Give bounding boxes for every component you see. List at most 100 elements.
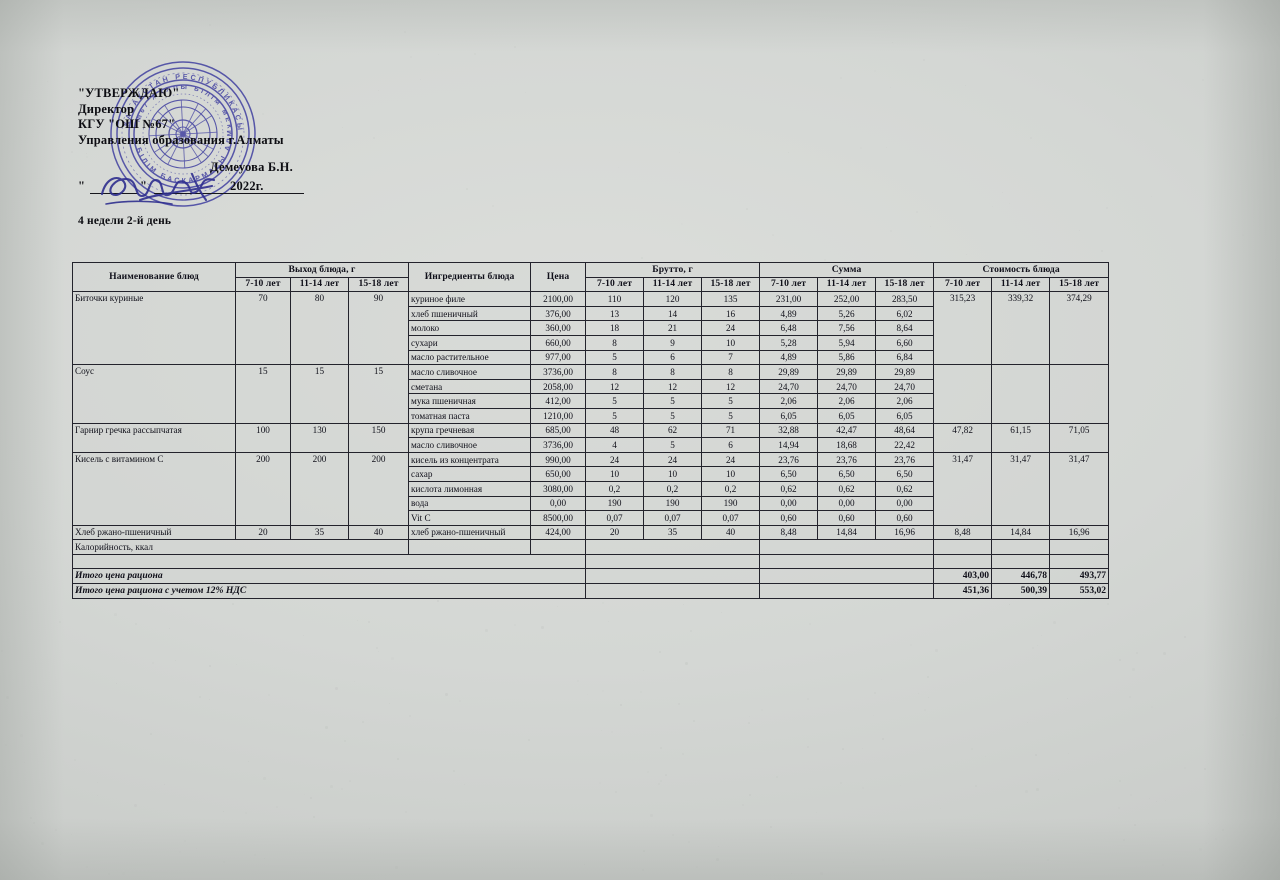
cell-gross-0: 8 [585, 334, 645, 351]
th-yield-age-2: 15-18 лет [347, 276, 410, 293]
cell-ingredient-name: вода [408, 495, 532, 512]
cell-cost-1: 339,32 [991, 291, 1051, 366]
cell-cost-2: 71,05 [1049, 422, 1110, 453]
cell-ingredient-price: 2100,00 [530, 291, 587, 307]
cell-ingredient-price: 1210,00 [530, 407, 587, 424]
table-row: сахар 650,00 10 10 10 6,50 6,50 6,50 [73, 466, 1109, 482]
cell-gross-0: 24 [585, 451, 645, 468]
cell-gross-0: 190 [585, 495, 645, 512]
cell-sum-0: 6,50 [759, 466, 819, 482]
cell-gross-1: 0,07 [643, 510, 703, 526]
th-sum-age-2: 15-18 лет [875, 276, 935, 293]
cell-total-sum-blank [759, 568, 935, 585]
cell-sum-2: 283,50 [875, 291, 935, 307]
cell-ingredient-price: 685,00 [530, 422, 587, 439]
cell-ingredient-name: мука пшеничная [408, 393, 532, 409]
cell-ingredient-price: 376,00 [530, 305, 587, 322]
table-row-spacer [71, 553, 1110, 570]
cell-dish-name: Кисель с витамином С [72, 451, 236, 526]
cell-gross-0: 48 [585, 422, 645, 439]
cell-ingredient-price: 660,00 [530, 334, 587, 351]
table-row: масло сливочное 3736,00 4 5 6 14,94 18,68 22,42 [73, 437, 1109, 453]
cell-sum-2: 23,76 [875, 451, 935, 468]
cell-sum-2: 48,64 [875, 422, 935, 439]
th-gross-age-0: 7-10 лет [585, 276, 645, 293]
cell-gross-2: 8 [701, 364, 761, 380]
date-quote-close: " [140, 179, 148, 194]
cell-ingredient-name: Vit C [408, 510, 532, 526]
cell-sum-1: 0,60 [817, 510, 877, 526]
table-row: масло растительное 977,00 5 6 7 4,89 5,86 6,84 [73, 349, 1109, 366]
table-row: кислота лимонная 3080,00 0,2 0,2 0,2 0,62 0,62… [73, 480, 1109, 497]
cell-sum-0: 0,62 [759, 480, 819, 497]
cell-gross-0: 8 [585, 364, 645, 380]
th-cost-group: Стоимость блюда [933, 262, 1110, 278]
table-row-calories: Калорийность, ккал [71, 539, 1110, 555]
cell-kcal-gross [585, 539, 761, 555]
cell-gross-1: 62 [643, 422, 703, 439]
date-year: 2022г. [230, 179, 264, 194]
table-row: Гарнир гречка рассыпчатая 100 130 150 крупа … [72, 422, 1110, 453]
table-row: Кисель с витамином С 200 200 200 кисель из к… [72, 451, 1110, 526]
cell-ingredient-price: 8500,00 [530, 510, 587, 526]
cell-total-value-1: 446,78 [991, 568, 1051, 585]
cell-sum-1: 0,62 [817, 480, 877, 497]
cell-sum-1: 18,68 [817, 437, 877, 453]
cell-sum-1: 252,00 [817, 291, 877, 307]
date-month-underline [154, 193, 304, 195]
table-row: Биточки куриные 70 80 90 куриное филе 2100,00… [72, 291, 1110, 366]
cell-cost-2 [1049, 364, 1110, 424]
cell-sum-0: 0,00 [759, 495, 819, 512]
cell-gross-1: 9 [643, 334, 703, 351]
cell-yield-2: 90 [347, 291, 410, 366]
cell-gross-2: 16 [701, 305, 761, 322]
cell-total-label: Итого цена рациона [71, 568, 587, 585]
cell-total-value-2: 553,02 [1049, 583, 1110, 599]
cell-gross-1: 10 [643, 466, 703, 482]
cell-yield-1: 130 [290, 422, 349, 453]
cell-total-value-0: 403,00 [933, 568, 993, 585]
table-row: Соус 15 15 15 масло сливочное 3736,00 8 8 8 29,89… [72, 364, 1110, 424]
approval-position: Директор [78, 101, 135, 116]
cell-sum-1: 29,89 [817, 364, 877, 380]
th-price: Цена [530, 261, 587, 293]
cell-ingredient-price: 990,00 [530, 451, 587, 468]
cell-sum-2: 29,89 [875, 364, 935, 380]
cell-sum-2: 2,06 [875, 393, 935, 409]
cell-yield-1: 15 [290, 364, 349, 424]
table-header: Наименование блюд Выход блюда, г Ингреди… [72, 261, 1110, 293]
th-gross-age-2: 15-18 лет [701, 276, 761, 293]
cell-ingredient-name: хлеб ржано-пшеничный [408, 524, 532, 541]
approval-header: "УТВЕРЖДАЮ" Директор КГУ "ОШ №67" Управл… [78, 86, 304, 230]
cell-cost-0: 315,23 [933, 291, 993, 366]
cell-cost-1: 61,15 [991, 422, 1051, 453]
cell-gross-2: 190 [701, 495, 761, 512]
th-ingredients: Ингредиенты блюда [408, 261, 532, 293]
cell-total-gross-blank [585, 583, 761, 599]
cell-gross-2: 0,2 [701, 480, 761, 497]
cell-gross-2: 10 [701, 466, 761, 482]
cell-kcal-ing [408, 539, 532, 555]
cell-sum-1: 6,50 [817, 466, 877, 482]
cell-yield-2: 15 [347, 364, 410, 424]
cell-sum-1: 7,56 [817, 320, 877, 336]
cell-spacer-sum [759, 553, 935, 570]
cell-sum-2: 22,42 [875, 437, 935, 453]
cell-gross-1: 6 [643, 349, 703, 366]
cell-gross-2: 5 [701, 407, 761, 424]
cell-gross-0: 13 [585, 305, 645, 322]
cell-sum-2: 6,05 [875, 407, 935, 424]
cell-gross-2: 6 [701, 437, 761, 453]
cell-sum-0: 0,60 [759, 510, 819, 526]
cell-sum-2: 16,96 [875, 524, 935, 541]
th-sum-group: Сумма [759, 262, 935, 278]
handwritten-signature [96, 170, 236, 212]
cell-ingredient-name: крупа гречневая [408, 422, 532, 439]
cell-cost-0 [933, 364, 993, 424]
th-yield-age-0: 7-10 лет [235, 276, 291, 293]
cell-yield-2: 40 [347, 524, 410, 541]
cell-ingredient-name: кисель из концентрата [408, 451, 532, 468]
table-row: Хлеб ржано-пшеничный 20 35 40 хлеб ржано-пше… [72, 524, 1110, 541]
cell-sum-0: 231,00 [759, 291, 819, 307]
table-row: томатная паста 1210,00 5 5 5 6,05 6,05 6,05 [73, 407, 1109, 424]
